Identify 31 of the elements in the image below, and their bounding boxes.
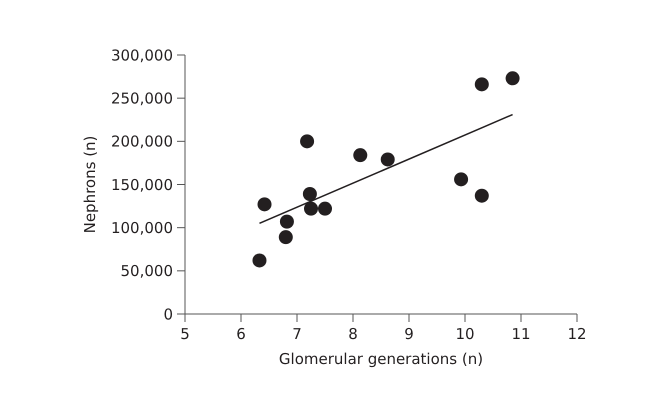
x-tick-label: 12 <box>567 325 587 343</box>
point <box>280 214 294 229</box>
x-tick-label: 10 <box>455 325 475 343</box>
point <box>318 202 332 216</box>
x-tick-label: 8 <box>348 325 358 343</box>
x-axis-title: Glomerular generations (n) <box>278 350 484 368</box>
point <box>302 186 317 201</box>
point <box>304 202 318 216</box>
y-tick-label: 250,000 <box>110 89 173 108</box>
x-tick-label: 7 <box>292 325 302 343</box>
point <box>474 77 489 92</box>
point <box>474 188 489 203</box>
y-axis-title: Nephrons (n) <box>81 136 99 234</box>
point <box>300 134 314 148</box>
y-tick-label: 200,000 <box>110 132 173 151</box>
x-tick-label: 9 <box>404 325 414 343</box>
point <box>258 197 272 212</box>
x-tick-label: 5 <box>180 325 190 343</box>
point <box>506 71 520 86</box>
point <box>380 152 395 166</box>
y-tick-label: 100,000 <box>110 218 173 237</box>
y-tick-label: 0 <box>163 305 173 324</box>
x-tick-label: 6 <box>236 325 246 343</box>
x-tick-label: 11 <box>511 325 531 343</box>
point <box>454 172 468 186</box>
point <box>252 253 266 268</box>
y-tick-label: 300,000 <box>110 46 173 64</box>
point <box>353 148 368 162</box>
y-tick-label: 50,000 <box>120 262 173 280</box>
point <box>278 230 293 244</box>
y-tick-label: 150,000 <box>110 176 173 194</box>
